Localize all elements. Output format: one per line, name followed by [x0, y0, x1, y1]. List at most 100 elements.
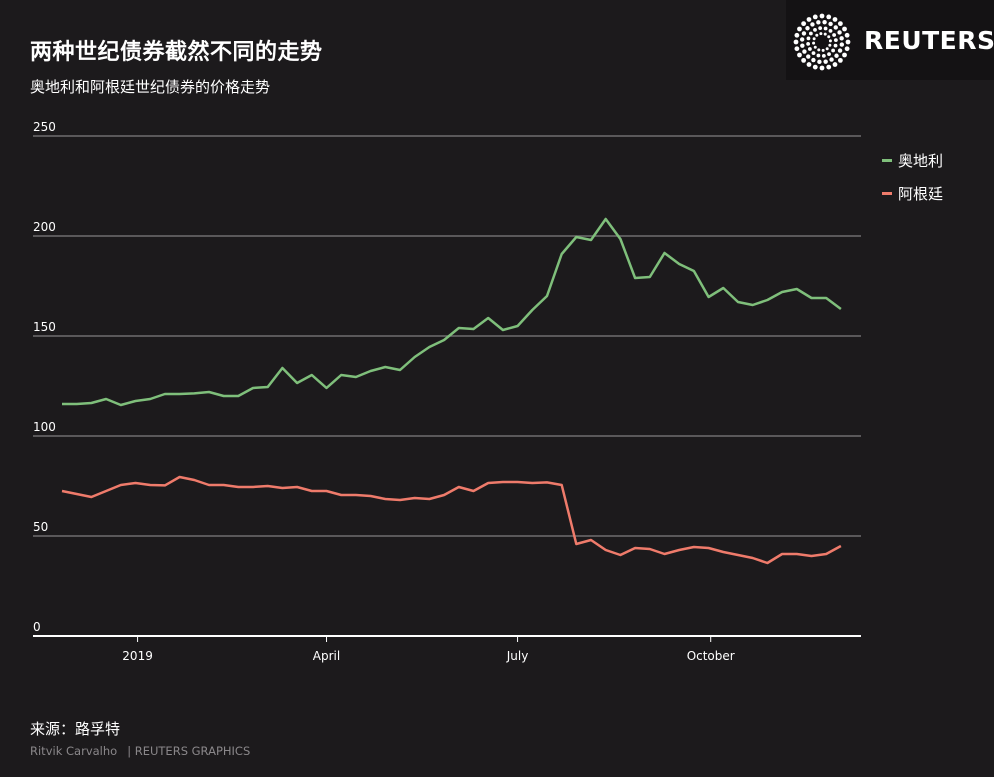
logo-dot [813, 27, 817, 32]
logo-dot [811, 57, 816, 63]
logo-dot [806, 17, 812, 22]
logo-dot [800, 43, 805, 48]
logo-dot [837, 30, 842, 35]
logo-dot [812, 41, 816, 45]
logo-dot [821, 53, 826, 58]
logo-dot [794, 32, 800, 38]
logo-dot [823, 26, 828, 31]
logo-dot [837, 21, 843, 27]
logo-dot [819, 32, 823, 36]
brand-name: REUTERS [864, 26, 994, 55]
logo-dot [827, 35, 831, 39]
logo-dot [833, 38, 838, 43]
reuters-dot-logo-icon [793, 13, 851, 71]
logo-dot [813, 45, 817, 49]
legend-swatch-austria [882, 159, 892, 162]
legend-label-argentina: 阿根廷 [898, 185, 944, 203]
series-line-argentina [61, 475, 842, 565]
x-tick-label: April [313, 649, 340, 663]
logo-dot [817, 48, 821, 52]
logo-dot [818, 26, 823, 31]
chart-title: 两种世纪债券截然不同的走势 [30, 40, 323, 65]
logo-dot [827, 52, 831, 57]
logo-dot [806, 62, 812, 67]
source-note: 来源：路孚特 [30, 720, 121, 738]
y-tick-label: 150 [33, 320, 56, 334]
logo-dot [808, 31, 813, 36]
logo-dot [823, 59, 828, 64]
logo-dot [816, 53, 821, 58]
logo-dot [819, 65, 825, 71]
logo-dot [822, 19, 827, 25]
logo-dot [825, 47, 829, 51]
logo-dot [833, 25, 838, 30]
logo-dot [805, 26, 810, 31]
logo-dot [812, 37, 816, 41]
logo-dot [833, 43, 838, 48]
logo-dot [839, 36, 844, 41]
reuters-brand: REUTERS [786, 0, 994, 80]
logo-dot [797, 52, 802, 58]
logo-dot [834, 53, 839, 58]
logo-dot [810, 22, 815, 27]
x-tick-label: 2019 [122, 649, 153, 663]
logo-dot [826, 14, 832, 20]
logo-dot [845, 39, 851, 45]
logo-dot [842, 26, 847, 32]
logo-dot [831, 48, 836, 53]
logo-dot [794, 46, 800, 52]
legend-item-austria: 奥地利 [882, 144, 943, 177]
legend-label-austria: 奥地利 [898, 152, 944, 170]
legend: 奥地利 阿根廷 [882, 144, 943, 210]
logo-dot [839, 42, 845, 47]
chart-subtitle: 奥地利和阿根廷世纪债券的价格走势 [30, 78, 271, 96]
credits: Ritvik Carvalho | REUTERS GRAPHICS [30, 744, 250, 758]
logo-dot [815, 33, 819, 37]
logo-dot [816, 20, 821, 25]
logo-dot [823, 32, 827, 36]
logo-dot [829, 57, 834, 62]
logo-dot [812, 64, 818, 70]
x-tick-label: July [506, 649, 529, 663]
logo-dot [819, 13, 825, 19]
x-tick-label: October [687, 649, 735, 663]
logo-dot [801, 21, 807, 27]
logo-dot [801, 57, 807, 63]
logo-dot [837, 57, 843, 63]
logo-dot [821, 48, 825, 52]
logo-dot [844, 32, 850, 38]
y-tick-label: 100 [33, 420, 56, 434]
legend-item-argentina: 阿根廷 [882, 177, 943, 210]
logo-dot [828, 39, 832, 43]
logo-dot [799, 37, 805, 42]
series-line-austria [62, 217, 842, 407]
author-credit: Ritvik Carvalho [30, 744, 118, 758]
logo-dot [811, 51, 816, 56]
logo-dot [832, 62, 838, 67]
logo-dot [832, 17, 838, 22]
legend-swatch-argentina [882, 192, 892, 195]
logo-dot [793, 39, 799, 45]
y-tick-label: 50 [33, 520, 48, 534]
logo-dot [844, 46, 850, 52]
logo-dot [802, 49, 807, 54]
logo-dot [807, 47, 812, 51]
logo-dot [828, 43, 832, 47]
y-tick-label: 200 [33, 220, 56, 234]
logo-dot [797, 26, 802, 32]
logo-dot [828, 28, 833, 33]
logo-dot [806, 41, 811, 46]
logo-dot [837, 48, 843, 53]
logo-dot [812, 14, 818, 20]
logo-dot [817, 59, 822, 65]
logo-dot [826, 64, 832, 70]
y-tick-label: 0 [33, 620, 41, 634]
logo-dot [806, 36, 811, 41]
logo-dot [828, 21, 833, 27]
logo-dot [842, 52, 847, 58]
graphics-credit: | REUTERS GRAPHICS [127, 744, 251, 758]
logo-dot [806, 54, 811, 59]
logo-dot [832, 33, 837, 37]
y-tick-label: 250 [33, 120, 56, 134]
